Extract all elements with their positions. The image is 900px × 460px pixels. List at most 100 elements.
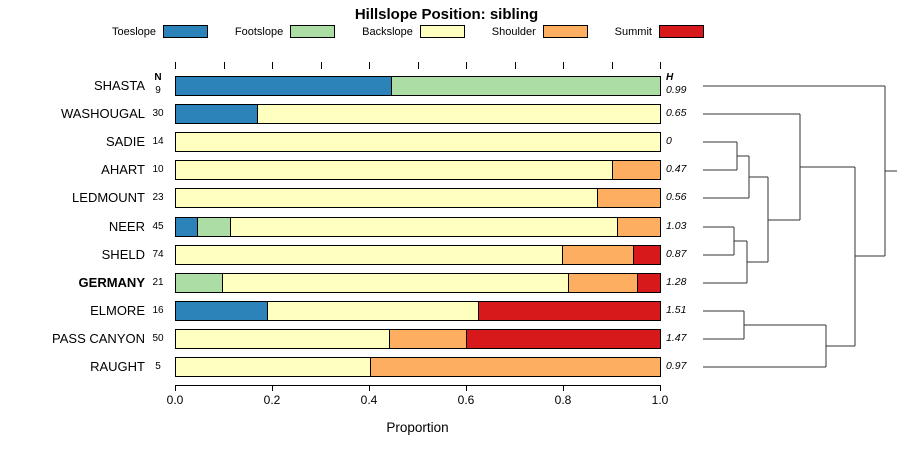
row-label: PASS CANYON <box>52 330 145 346</box>
x-axis-tick <box>563 385 564 391</box>
bar-segment-backslope <box>266 301 479 320</box>
row-label: LEDMOUNT <box>72 190 145 206</box>
bar-segment-summit <box>466 329 660 348</box>
bar-segment-summit <box>636 273 660 292</box>
legend-swatch <box>163 25 209 38</box>
stacked-bar <box>175 104 661 125</box>
bar-segment-summit <box>478 301 660 320</box>
x-axis-top-tick <box>369 62 370 69</box>
x-axis-tick-label: 0.4 <box>360 393 378 407</box>
legend-swatch <box>290 25 336 38</box>
legend-label: Footslope <box>234 25 284 38</box>
stacked-bar <box>175 132 661 153</box>
bar-segment-toeslope <box>176 105 257 124</box>
legend-item-summit: Summit <box>615 25 704 38</box>
bar-segment-toeslope <box>176 77 391 95</box>
n-value: 10 <box>152 164 164 176</box>
bar-segment-shoulder <box>561 245 634 264</box>
legend-label: Toeslope <box>112 25 157 38</box>
x-axis-line <box>175 385 661 386</box>
x-axis-top-tick <box>466 62 467 69</box>
row-label: ELMORE <box>90 302 145 318</box>
x-axis-tick <box>660 385 661 391</box>
bar-segment-backslope <box>176 189 598 208</box>
h-value: 1.28 <box>666 275 687 288</box>
bar-segment-shoulder <box>369 358 660 376</box>
h-column-header: H <box>666 72 674 83</box>
row-label: AHART <box>101 162 145 178</box>
x-axis-tick <box>175 385 176 391</box>
x-axis-tick <box>272 385 273 391</box>
bar-segment-shoulder <box>388 329 467 348</box>
h-value: 0.99 <box>666 84 687 96</box>
h-value: 0.65 <box>666 107 687 120</box>
x-axis-top-tick <box>223 62 225 69</box>
stacked-bar <box>175 300 661 321</box>
legend-label: Shoulder <box>491 25 536 38</box>
x-axis-tick-label: 0.2 <box>263 393 281 407</box>
row-label: SADIE <box>105 134 145 150</box>
row-label: NEER <box>108 218 145 234</box>
n-value: 45 <box>152 220 164 232</box>
x-axis-top-tick <box>175 62 176 69</box>
legend-item-shoulder: Shoulder <box>492 25 588 38</box>
row-label: RAUGHT <box>90 359 145 374</box>
stacked-bar <box>175 76 661 96</box>
x-axis-tick <box>466 385 467 391</box>
n-value: 14 <box>152 136 164 148</box>
n-value: 74 <box>152 248 164 260</box>
n-value: 21 <box>152 276 164 288</box>
stacked-bar <box>175 357 661 377</box>
stacked-bar <box>175 160 661 181</box>
bar-segment-backslope <box>176 133 660 152</box>
n-value: 50 <box>152 332 164 344</box>
n-value: 16 <box>152 304 164 316</box>
bar-segment-shoulder <box>567 273 637 292</box>
x-axis-tick-label: 0.0 <box>166 393 184 407</box>
legend-swatch <box>542 25 588 38</box>
x-axis-top-tick <box>417 62 419 69</box>
legend-swatch <box>658 25 704 38</box>
stacked-bar <box>175 216 661 237</box>
chart-title: Hillslope Position: sibling <box>354 6 539 23</box>
bar-segment-footslope <box>390 77 660 95</box>
legend: Toeslope Footslope Backslope Shoulder Summit <box>112 25 704 38</box>
bar-segment-backslope <box>176 245 562 264</box>
h-value: 0.97 <box>666 360 687 372</box>
h-value: 1.03 <box>666 219 687 232</box>
stacked-bar <box>175 188 661 209</box>
bar-segment-backslope <box>229 217 617 236</box>
x-axis-tick-label: 0.6 <box>457 393 475 407</box>
bar-segment-backslope <box>256 105 660 124</box>
h-value: 0.56 <box>666 191 687 204</box>
x-axis-top-tick <box>514 62 516 69</box>
h-value: 1.47 <box>666 331 687 344</box>
n-value: 23 <box>152 192 164 204</box>
x-axis-tick-label: 1.0 <box>651 393 669 407</box>
row-label: SHASTA <box>93 78 145 93</box>
stacked-bar <box>175 328 661 349</box>
stacked-bar <box>175 272 661 293</box>
bar-segment-backslope <box>176 161 612 180</box>
h-value: 0.47 <box>666 163 687 176</box>
x-axis-tick <box>369 385 370 391</box>
x-axis-top-tick <box>660 62 661 69</box>
row-label: WASHOUGAL <box>60 106 145 122</box>
bar-segment-backslope <box>176 329 389 348</box>
bar-segment-toeslope <box>176 217 198 236</box>
row-label: SHELD <box>101 246 145 262</box>
bar-segment-backslope <box>221 273 568 292</box>
x-axis-tick-label: 0.8 <box>554 393 572 407</box>
x-axis-title: Proportion <box>386 420 449 435</box>
n-column-header: N <box>154 72 162 83</box>
bar-segment-footslope <box>176 273 222 292</box>
legend-item-backslope: Backslope <box>362 25 465 38</box>
h-value: 1.51 <box>666 303 687 316</box>
bar-segment-shoulder <box>616 217 660 236</box>
bar-segment-backslope <box>176 358 370 376</box>
h-value: 0 <box>666 135 672 148</box>
legend-swatch <box>419 25 465 38</box>
x-axis-top-tick <box>611 62 613 69</box>
